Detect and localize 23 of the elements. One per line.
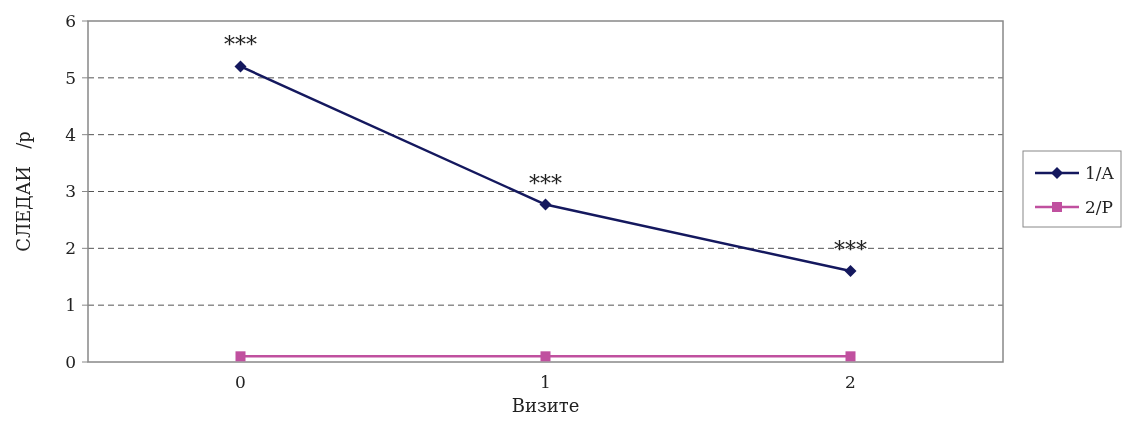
y-tick-label: 1 xyxy=(65,295,76,316)
y-tick-label: 4 xyxy=(65,124,76,145)
point xyxy=(844,265,857,278)
x-axis-title: Визите xyxy=(511,395,580,416)
x-tick-label: 0 xyxy=(235,372,246,392)
point xyxy=(235,351,246,362)
point xyxy=(845,351,856,362)
y-tick-label: 0 xyxy=(65,351,76,372)
y-tick-label: 3 xyxy=(65,181,76,202)
point xyxy=(234,60,247,73)
annotation: *** xyxy=(224,32,257,58)
legend-label: 1/A xyxy=(1085,162,1115,183)
y-tick-label: 5 xyxy=(65,67,76,88)
y-tick-label: 2 xyxy=(65,238,76,259)
annotation: *** xyxy=(529,170,562,196)
y-axis-title: СЛЕДАИ /р xyxy=(13,131,34,252)
legend-label: 2/P xyxy=(1085,196,1113,217)
x-tick-label: 1 xyxy=(540,372,551,392)
point xyxy=(540,351,551,362)
annotation: *** xyxy=(834,237,867,263)
point xyxy=(539,198,552,211)
x-tick-label: 2 xyxy=(845,372,856,392)
y-tick-label: 6 xyxy=(65,10,76,31)
